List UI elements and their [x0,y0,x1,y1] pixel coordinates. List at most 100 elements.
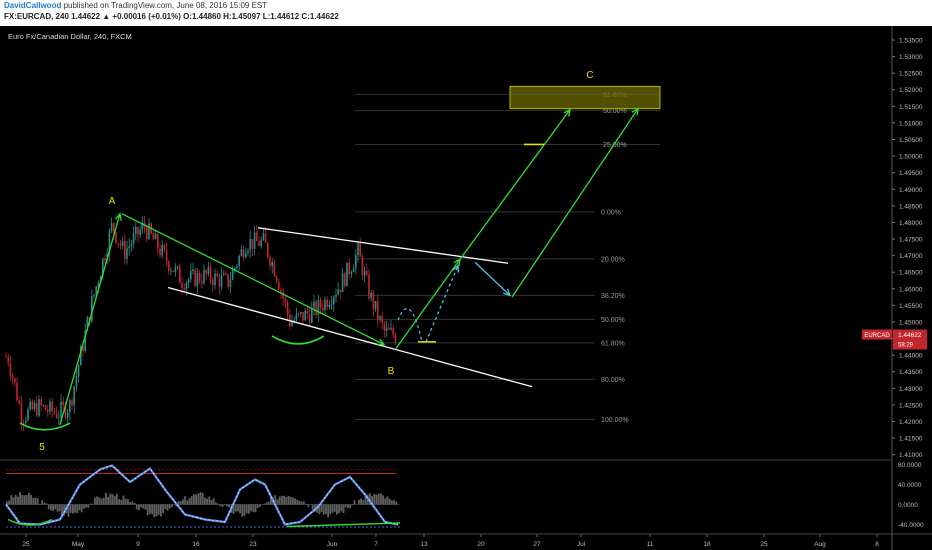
osc-histogram-bar [116,493,118,505]
date-tick-label: 25 [22,541,30,548]
candle-body [269,256,271,267]
osc-histogram-bar [338,504,340,514]
candle-body [262,233,265,240]
candle-body [207,267,210,274]
osc-histogram-bar [83,504,85,509]
chart-area[interactable]: 1.53500 1.53000 1.52500 1.52000 1.51500 1.510… [0,26,932,550]
candle-body [73,386,75,406]
osc-histogram-bar [289,496,292,505]
osc-histogram-bar [318,504,321,515]
fib-level-label: 20.00% [601,256,625,263]
candle-body [227,273,229,287]
candle-body [113,222,115,233]
date-tick-label: 8 [875,541,879,548]
candle-body [234,267,236,270]
candle-body [212,280,214,286]
date-tick-label: May [72,541,85,548]
price-tick-label: 1.44000 [899,353,923,360]
osc-histogram-bar [142,504,145,509]
candle-body [165,249,168,262]
candle-body [225,273,227,275]
osc-histogram-bar [58,504,61,512]
candle-body [190,270,192,280]
osc-histogram-bar [190,496,193,505]
candle-body [258,240,260,247]
fib-level-label: 61.80% [601,340,625,347]
candle-body [357,243,359,256]
candle-body [223,273,225,276]
candle-body [31,401,34,410]
osc-histogram-bar [107,496,109,505]
osc-histogram-bar [177,501,180,505]
osc-histogram-bar [188,498,191,505]
osc-histogram-bar [369,493,371,505]
date-tick-label: 11 [647,541,654,548]
osc-histogram-bar [364,495,367,505]
osc-histogram-bar [87,504,90,508]
candle-body [214,273,216,286]
osc-histogram-bar [166,504,169,511]
osc-histogram-bar [307,504,310,507]
osc-histogram-bar [120,499,123,505]
candle-body [304,310,306,321]
osc-histogram-bar [151,504,153,515]
osc-histogram-bar [256,504,259,508]
candle-body [278,281,280,290]
osc-histogram-bar [250,504,252,512]
candle-body [392,328,394,336]
osc-histogram-bar [358,499,360,505]
osc-histogram-bar [241,504,244,517]
bottom-arc-5 [19,422,71,431]
price-chart[interactable]: 1.53500 1.53000 1.52500 1.52000 1.51500 1.510… [0,26,932,550]
last-price-sub: 58:29 [898,343,914,349]
candle-body [293,320,295,322]
osc-histogram-bar [129,502,131,505]
osc-histogram-bar [259,504,261,507]
osc-histogram-bar [380,493,382,505]
osc-histogram-bar [219,504,222,507]
candle-body [168,261,170,271]
candle-body [383,323,386,331]
candle-body [372,292,375,310]
author-link[interactable]: DavidCallwood [4,1,62,10]
candle-body [179,266,181,284]
osc-histogram-bar [395,501,398,505]
osc-histogram-bar [85,504,87,508]
osc-histogram-bar [17,496,19,505]
candle-body [146,227,148,239]
candle-body [201,281,203,284]
candle-body [42,405,45,407]
candle-body [330,304,333,306]
osc-histogram-bar [327,504,329,518]
osc-histogram-bar [195,494,197,505]
osc-histogram-bar [300,501,303,505]
osc-histogram-bar [124,498,127,505]
candle-body [27,409,29,421]
candle-body [128,246,130,249]
publish-info: published on TradingView.com, June 08, 2… [63,1,268,10]
candle-body [11,375,14,379]
candle-body [355,255,357,269]
candle-body [317,300,320,316]
symbol-title: Euro Fx/Canadian Dollar, 240, FXCM [8,32,132,41]
osc-histogram-bar [47,504,50,510]
fib-level-label: 100.00% [601,417,629,424]
price-tag-name-bg [862,329,892,340]
osc-histogram-bar [267,501,270,505]
candle-body [29,401,31,410]
osc-histogram-bar [94,497,96,505]
candle-body [247,250,249,253]
projection-arrow-head [452,264,460,273]
candle-body [374,301,377,310]
osc-histogram-bar [131,501,134,505]
candle-body [284,298,287,303]
osc-histogram-bar [89,503,92,505]
price-tick-label: 1.48500 [899,203,923,210]
candle-body [110,222,113,231]
osc-histogram-bar [305,503,307,505]
date-tick-label: 27 [533,541,541,548]
osc-histogram-bar [349,504,351,509]
candle-body [311,307,313,323]
osc-histogram-bar [212,498,215,505]
candle-body [84,330,86,352]
